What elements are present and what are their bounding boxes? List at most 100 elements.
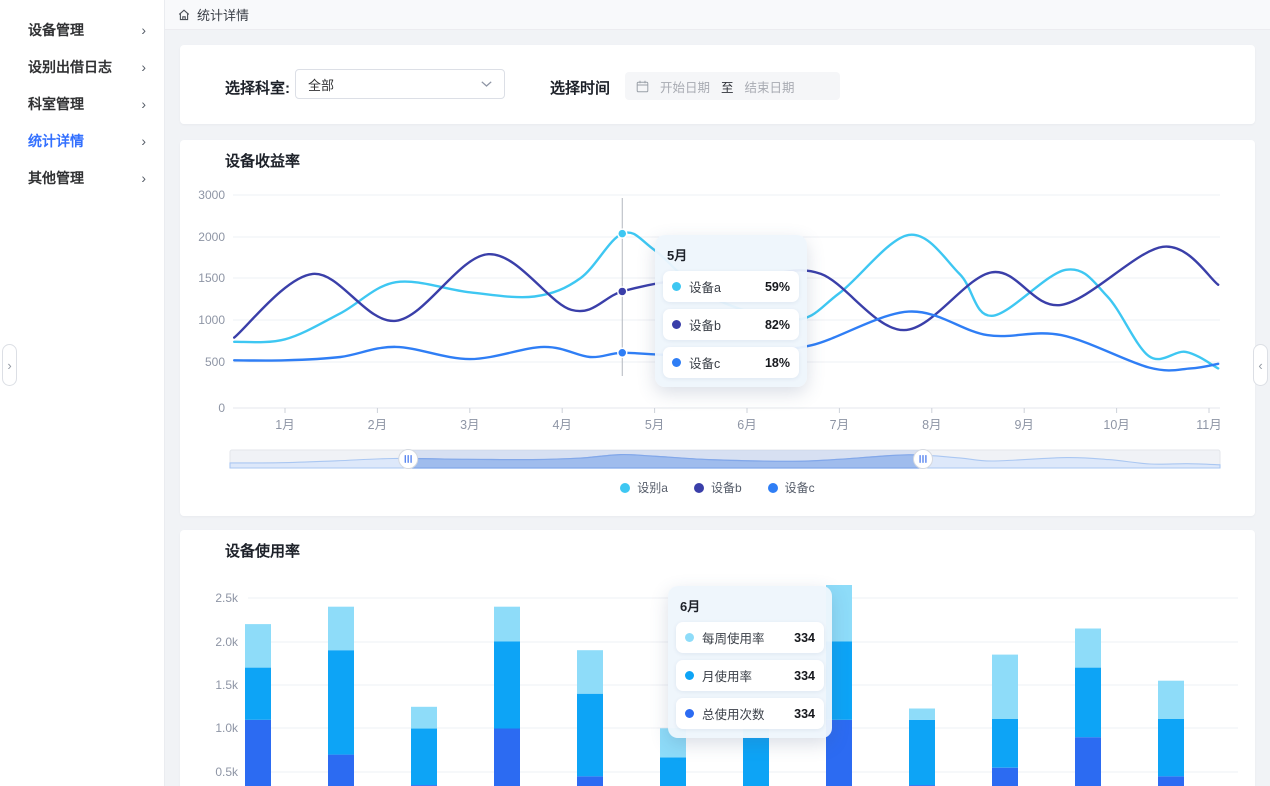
sidebar-item-设别出借日志[interactable]: 设别出借日志 ›	[0, 48, 164, 85]
department-select[interactable]: 全部	[295, 69, 505, 99]
x-axis-tick-label: 4月	[552, 418, 571, 432]
series-dot-icon	[685, 709, 694, 718]
bar-1月-月使用率[interactable]	[245, 667, 271, 720]
bar-4月-总使用次数[interactable]	[494, 728, 520, 786]
crosshair-point-设备b	[617, 286, 628, 297]
legend-label: 设备c	[784, 481, 815, 495]
bar-1月-总使用次数[interactable]	[245, 719, 271, 786]
crosshair-point-设备c	[617, 347, 628, 359]
breadcrumb[interactable]: 统计详情	[177, 5, 249, 24]
bar-2月-月使用率[interactable]	[328, 650, 354, 755]
x-axis-tick-label: 7月	[830, 418, 849, 432]
usage-tooltip-row-月使用率: 月使用率 334	[676, 660, 824, 691]
tooltip-series-value: 334	[794, 706, 815, 721]
tooltip-title: 5月	[667, 248, 688, 263]
revenue-chart-tooltip: 5月 设备a 59% 设备b 82% 设备c 18%	[655, 235, 807, 387]
bar-3月-月使用率[interactable]	[411, 728, 437, 786]
bar-9月-月使用率[interactable]	[909, 719, 935, 786]
start-date-input[interactable]: 开始日期	[660, 80, 711, 95]
breadcrumb-bar: 统计详情	[165, 0, 1270, 30]
x-axis-tick-label: 5月	[645, 418, 664, 432]
end-date-input[interactable]: 结束日期	[744, 80, 795, 95]
revenue-chart: 0 500 1000 1500 2000 3000 1月 2月 3月 4月 5月 6月 7月 8月 9月 10…	[180, 180, 1255, 516]
bar-2月-每周使用率[interactable]	[328, 606, 354, 651]
usage-chart-tooltip: 6月 每周使用率 334 月使用率 334 总使用次数 334	[668, 586, 832, 738]
bar-5月-每周使用率[interactable]	[577, 650, 603, 694]
bar-11月-月使用率[interactable]	[1075, 667, 1101, 738]
bar-5月-总使用次数[interactable]	[577, 776, 603, 786]
y-axis-tick-label: 0.5k	[215, 765, 239, 779]
tooltip-title: 6月	[680, 599, 701, 614]
revenue-chart-title: 设备收益率	[225, 153, 301, 170]
bar-6月-月使用率[interactable]	[660, 757, 686, 786]
bar-5月-月使用率[interactable]	[577, 693, 603, 777]
revenue-tooltip-row-设备b: 设备b 82%	[663, 309, 799, 340]
bar-3月-每周使用率[interactable]	[411, 706, 437, 729]
bar-12月-每周使用率[interactable]	[1158, 680, 1184, 719]
bar-11月-每周使用率[interactable]	[1075, 628, 1101, 668]
bar-10月-总使用次数[interactable]	[992, 767, 1018, 786]
sidebar-item-统计详情[interactable]: 统计详情 ›	[0, 122, 164, 159]
bar-10月-每周使用率[interactable]	[992, 654, 1018, 719]
sidebar-item-设备管理[interactable]: 设备管理 ›	[0, 11, 164, 48]
calendar-icon	[636, 80, 649, 92]
datazoom-handle-left[interactable]	[398, 449, 419, 469]
y-axis-tick-label: 500	[205, 355, 225, 369]
series-dot-icon	[685, 671, 694, 680]
bar-12月-总使用次数[interactable]	[1158, 776, 1184, 786]
datazoom-window[interactable]	[408, 450, 923, 468]
x-axis-tick-label: 3月	[460, 418, 479, 432]
sidebar: 设备管理 › 设别出借日志 › 科室管理 › 统计详情 › 其他管理 ›	[0, 0, 165, 786]
x-axis-tick-label: 10月	[1103, 418, 1129, 432]
tooltip-series-label: 设备a	[689, 281, 721, 295]
department-select-value: 全部	[308, 77, 335, 93]
bar-12月-月使用率[interactable]	[1158, 718, 1184, 777]
chevron-right-icon: ›	[141, 132, 146, 149]
series-dot-icon	[685, 633, 694, 642]
tooltip-series-label: 设备c	[689, 357, 721, 371]
y-axis-tick-label: 1500	[198, 271, 225, 285]
series-dot-icon	[672, 358, 681, 367]
legend-label: 设备b	[710, 481, 742, 495]
bar-2月-总使用次数[interactable]	[328, 754, 354, 786]
sidebar-collapse-button[interactable]: ›	[2, 344, 17, 386]
y-axis-tick-label: 2.0k	[215, 635, 239, 649]
home-icon	[178, 8, 190, 20]
bar-4月-月使用率[interactable]	[494, 641, 520, 729]
x-axis-tick-label: 6月	[737, 418, 756, 432]
panel-collapse-button[interactable]: ‹	[1253, 344, 1268, 386]
usage-chart: 2.5k 2.0k 1.5k 1.0k 0.5k 6月 每周使用率 334 月使用率 334 总…	[180, 580, 1255, 786]
revenue-chart-legend: 设别a 设备b 设备c	[180, 479, 1255, 496]
legend-dot-icon	[767, 482, 778, 493]
bar-4月-每周使用率[interactable]	[494, 606, 520, 642]
tooltip-series-value: 59%	[764, 279, 790, 294]
breadcrumb-label: 统计详情	[197, 8, 250, 23]
bar-7月-月使用率[interactable]	[743, 737, 769, 786]
sidebar-item-label: 其他管理	[28, 169, 84, 186]
chevron-right-icon: ›	[141, 21, 146, 38]
legend-item-设别a[interactable]: 设别a	[620, 479, 668, 496]
x-axis-tick-label: 2月	[368, 418, 387, 432]
y-axis-tick-label: 0	[218, 401, 225, 415]
series-dot-icon	[672, 282, 681, 291]
bar-1月-每周使用率[interactable]	[245, 624, 271, 668]
legend-item-设备b[interactable]: 设备b	[693, 479, 742, 496]
usage-chart-canvas: 2.5k 2.0k 1.5k 1.0k 0.5k	[215, 585, 1238, 786]
legend-dot-icon	[620, 482, 631, 493]
filter-card: 选择科室: 全部 选择时间 开始日期 至 结束日期	[180, 45, 1255, 124]
bar-10月-月使用率[interactable]	[992, 718, 1018, 768]
y-axis-tick-label: 1.5k	[215, 678, 239, 692]
sidebar-item-科室管理[interactable]: 科室管理 ›	[0, 85, 164, 122]
sidebar-item-其他管理[interactable]: 其他管理 ›	[0, 159, 164, 196]
bar-11月-总使用次数[interactable]	[1075, 737, 1101, 786]
bar-9月-每周使用率[interactable]	[909, 708, 935, 720]
revenue-tooltip-row-设备c: 设备c 18%	[663, 347, 799, 378]
content-area: 统计详情 选择科室: 全部 选择时间 开始日期 至 结束日期 设备	[165, 0, 1270, 786]
y-axis-tick-label: 2.5k	[215, 591, 239, 605]
legend-item-设备c[interactable]: 设备c	[767, 479, 815, 496]
datazoom-handle-right[interactable]	[913, 449, 933, 469]
tooltip-series-label: 月使用率	[702, 670, 753, 684]
chevron-right-icon: ›	[141, 58, 146, 75]
sidebar-item-label: 统计详情	[28, 132, 84, 149]
date-range-picker[interactable]: 开始日期 至 结束日期	[625, 72, 840, 100]
